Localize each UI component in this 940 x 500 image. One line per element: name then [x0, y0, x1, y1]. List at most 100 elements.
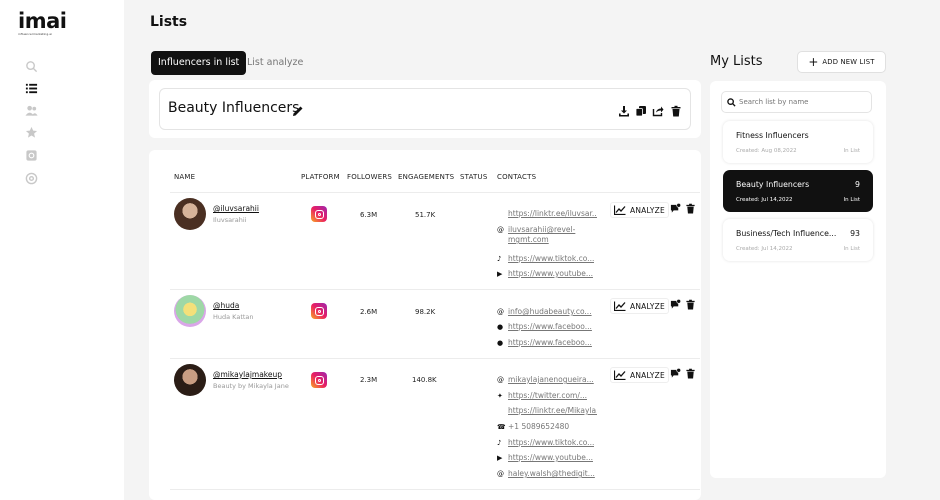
column-header-engagements[interactable]: ENGAGEMENTS: [398, 173, 455, 181]
search-icon[interactable]: [24, 59, 38, 73]
column-header-name[interactable]: NAME: [174, 173, 196, 181]
list-card-count: 9: [855, 180, 860, 189]
avatar[interactable]: [174, 198, 206, 230]
list-header: [159, 88, 691, 130]
followers-value: 6.3M: [360, 211, 378, 219]
page-title: Lists: [150, 14, 188, 30]
list-search[interactable]: [721, 91, 872, 113]
list-card-name: Beauty Influencers: [736, 180, 810, 189]
youtube-icon: ▶: [497, 454, 503, 462]
avatar[interactable]: [174, 364, 206, 396]
column-header-contacts[interactable]: CONTACTS: [497, 173, 537, 181]
contact-facebook[interactable]: ● https://www.faceboo...: [497, 338, 592, 347]
download-icon[interactable]: [618, 102, 630, 117]
contact-twitter[interactable]: ✦ https://twitter.com/...: [497, 391, 588, 400]
message-icon[interactable]: [670, 299, 681, 310]
add-new-list-button[interactable]: + ADD NEW LIST: [797, 51, 886, 73]
delete-row-icon[interactable]: [685, 203, 696, 214]
list-card-in-list: In List: [843, 246, 860, 252]
chart-line-icon: [614, 205, 626, 215]
trash-icon[interactable]: [670, 102, 682, 117]
contact-youtube[interactable]: ▶ https://www.youtube...: [497, 269, 593, 278]
analyze-label: ANALYZE: [630, 205, 665, 215]
influencer-name: Beauty by Mikayla Jane: [213, 382, 289, 390]
list-card-name: Fitness Influencers: [736, 131, 809, 140]
contact-email[interactable]: @ iluvsarahii@revel-mgmt.com: [497, 225, 576, 244]
search-icon: [727, 97, 736, 107]
my-lists-title: My Lists: [710, 54, 763, 69]
delete-row-icon[interactable]: [685, 299, 696, 310]
list-card-created: Created: Jul 14,2022: [736, 197, 793, 203]
row-divider: [170, 289, 700, 290]
tab-list-analyze[interactable]: List analyze: [247, 57, 304, 68]
delete-row-icon[interactable]: [685, 368, 696, 379]
at-icon: @: [497, 226, 504, 234]
contact-email[interactable]: @ haley.walsh@thedigit...: [497, 469, 595, 478]
list-card-in-list: In List: [843, 197, 860, 203]
contact-email[interactable]: @ mikaylajanenogueira...: [497, 375, 594, 384]
column-header-followers[interactable]: FOLLOWERS: [347, 173, 393, 181]
analyze-label: ANALYZE: [630, 301, 665, 311]
instagram-icon[interactable]: [24, 148, 38, 162]
analyze-button[interactable]: ANALYZE: [610, 298, 669, 314]
facebook-icon: ●: [497, 323, 504, 331]
analyze-label: ANALYZE: [630, 370, 665, 380]
row-actions: [670, 368, 696, 379]
column-header-status[interactable]: STATUS: [460, 173, 488, 181]
row-divider: [170, 489, 700, 490]
list-card-created: Created: Aug 08,2022: [736, 148, 797, 154]
instagram-platform-icon: [311, 372, 327, 388]
list-card-in-list: In List: [843, 148, 860, 154]
star-icon[interactable]: [24, 125, 38, 139]
contact-youtube[interactable]: ▶ https://www.youtube...: [497, 453, 593, 462]
contact-tiktok[interactable]: ♪ https://www.tiktok.co...: [497, 254, 595, 263]
contact-email[interactable]: @ info@hudabeauty.co...: [497, 307, 592, 316]
engagements-value: 140.8K: [412, 376, 437, 384]
list-card-beauty[interactable]: Beauty Influencers 9 Created: Jul 14,202…: [723, 170, 873, 212]
influencers-table: [149, 150, 701, 500]
support-icon[interactable]: [24, 171, 38, 185]
row-actions: [670, 203, 696, 214]
list-card-fitness[interactable]: Fitness Influencers Created: Aug 08,2022…: [723, 121, 873, 163]
list-icon[interactable]: [24, 81, 38, 95]
influencer-handle[interactable]: @iluvsarahii: [213, 204, 259, 213]
contact-tiktok[interactable]: ♪ https://www.tiktok.co...: [497, 438, 595, 447]
message-icon[interactable]: [670, 203, 681, 214]
share-icon[interactable]: [652, 102, 664, 117]
analyze-button[interactable]: ANALYZE: [610, 367, 669, 383]
tiktok-icon: ♪: [497, 439, 502, 447]
contact-phone[interactable]: ☎ +1 5089652480: [497, 422, 570, 431]
current-list-name: Beauty Influencers: [168, 100, 300, 116]
edit-pencil-icon[interactable]: [292, 102, 304, 116]
column-header-platform[interactable]: PLATFORM: [301, 173, 340, 181]
facebook-icon: ●: [497, 339, 504, 347]
influencer-name: Huda Kattan: [213, 313, 254, 321]
analyze-button[interactable]: ANALYZE: [610, 202, 669, 218]
users-icon[interactable]: [24, 103, 38, 117]
influencer-handle[interactable]: @mikaylajmakeup: [213, 370, 283, 379]
contact-link[interactable]: https://linktr.ee/Mikayla...: [508, 406, 597, 415]
message-icon[interactable]: [670, 368, 681, 379]
engagements-value: 51.7K: [415, 211, 436, 219]
youtube-icon: ▶: [497, 270, 503, 278]
at-icon: @: [497, 308, 504, 316]
row-divider: [170, 358, 700, 359]
instagram-platform-icon: [311, 206, 327, 222]
chart-line-icon: [614, 301, 626, 311]
copy-icon[interactable]: [635, 102, 647, 117]
at-icon: @: [497, 376, 504, 384]
influencer-handle[interactable]: @huda: [213, 301, 240, 310]
list-card-business-tech[interactable]: Business/Tech Influence... 93 Created: J…: [723, 219, 873, 261]
followers-value: 2.3M: [360, 376, 378, 384]
plus-icon: +: [808, 55, 819, 69]
tab-influencers-in-list[interactable]: Influencers in list: [151, 51, 247, 75]
logo-tagline: influencermarketing.ai: [18, 32, 52, 36]
contact-link[interactable]: https://linktr.ee/iluvsar...: [508, 209, 597, 218]
list-search-input[interactable]: [739, 98, 864, 106]
contact-facebook[interactable]: ● https://www.faceboo...: [497, 322, 592, 331]
instagram-platform-icon: [311, 303, 327, 319]
engagements-value: 98.2K: [415, 308, 436, 316]
avatar[interactable]: [174, 295, 206, 327]
at-icon: @: [497, 470, 504, 478]
logo[interactable]: imai influencermarketing.ai: [18, 11, 67, 37]
